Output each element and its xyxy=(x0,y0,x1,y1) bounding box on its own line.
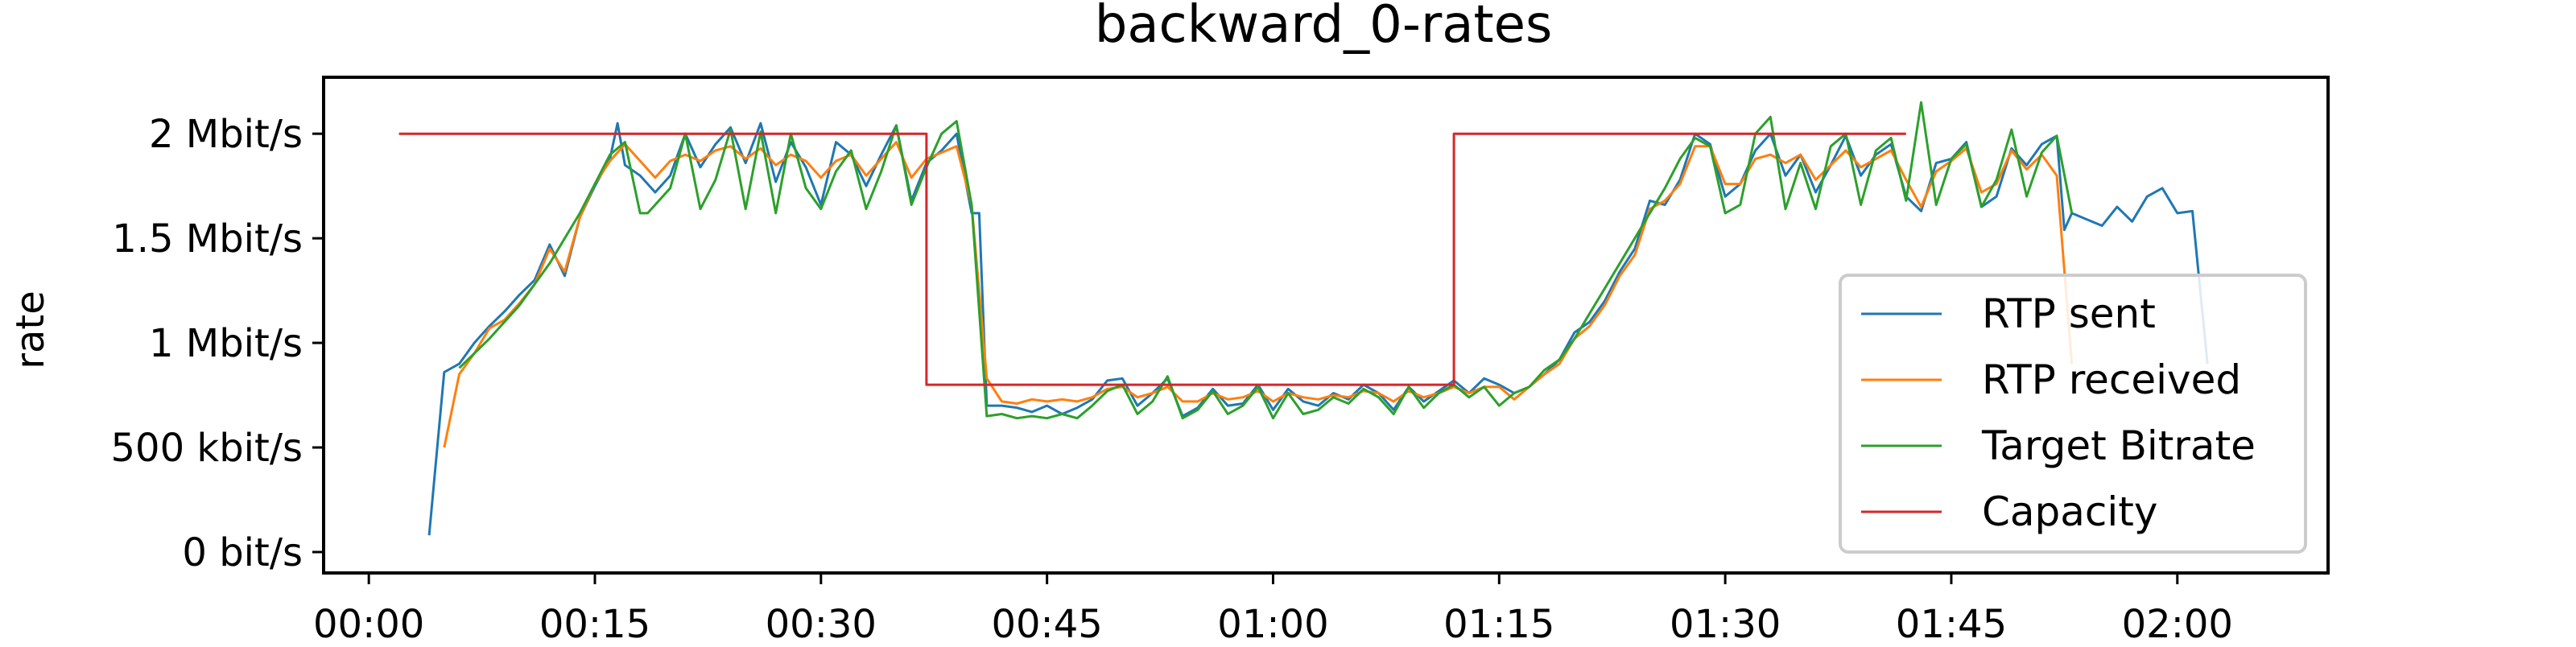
plot-frame xyxy=(322,76,2330,575)
y-tick-label: 2 Mbit/s xyxy=(149,112,303,157)
legend: RTP sent RTP received Target Bitrate Capaci… xyxy=(1839,274,2307,554)
legend-label: RTP sent xyxy=(1982,291,2156,337)
legend-label: RTP received xyxy=(1982,356,2241,403)
y-axis-label: rate xyxy=(8,291,53,369)
x-tick-label: 00:45 xyxy=(991,602,1102,644)
y-tick-label: 1 Mbit/s xyxy=(149,321,303,366)
legend-box xyxy=(1839,274,2307,554)
y-tick-label: 1.5 Mbit/s xyxy=(112,216,303,262)
chart-title: backward_0-rates xyxy=(1095,0,1553,55)
x-tick-label: 01:15 xyxy=(1443,602,1554,644)
series-line-rtp-sent xyxy=(427,122,2209,536)
legend-label: Capacity xyxy=(1982,488,2158,535)
x-tick-label: 00:30 xyxy=(766,602,877,644)
y-tick-label: 0 bit/s xyxy=(182,530,303,575)
y-tick-label: 500 kbit/s xyxy=(111,426,303,471)
series-line-rtp-received xyxy=(443,141,2074,448)
x-tick-label: 02:00 xyxy=(2122,602,2233,644)
x-tick-label: 01:45 xyxy=(1896,602,2007,644)
x-tick-label: 01:00 xyxy=(1217,602,1328,644)
x-axis: 00:00 00:15 00:30 00:45 01:00 01:15 01:30 01:45… xyxy=(313,573,2233,647)
series-line-capacity xyxy=(398,132,1906,386)
series-layer xyxy=(398,101,2209,536)
x-tick-label: 00:00 xyxy=(313,602,424,644)
x-tick-label: 01:30 xyxy=(1670,602,1781,644)
x-tick-label: 00:15 xyxy=(539,602,650,644)
y-axis: 0 bit/s 500 kbit/s 1 Mbit/s 1.5 Mbit/s 2 Mbi… xyxy=(111,112,324,575)
legend-label: Target Bitrate xyxy=(1981,422,2256,469)
